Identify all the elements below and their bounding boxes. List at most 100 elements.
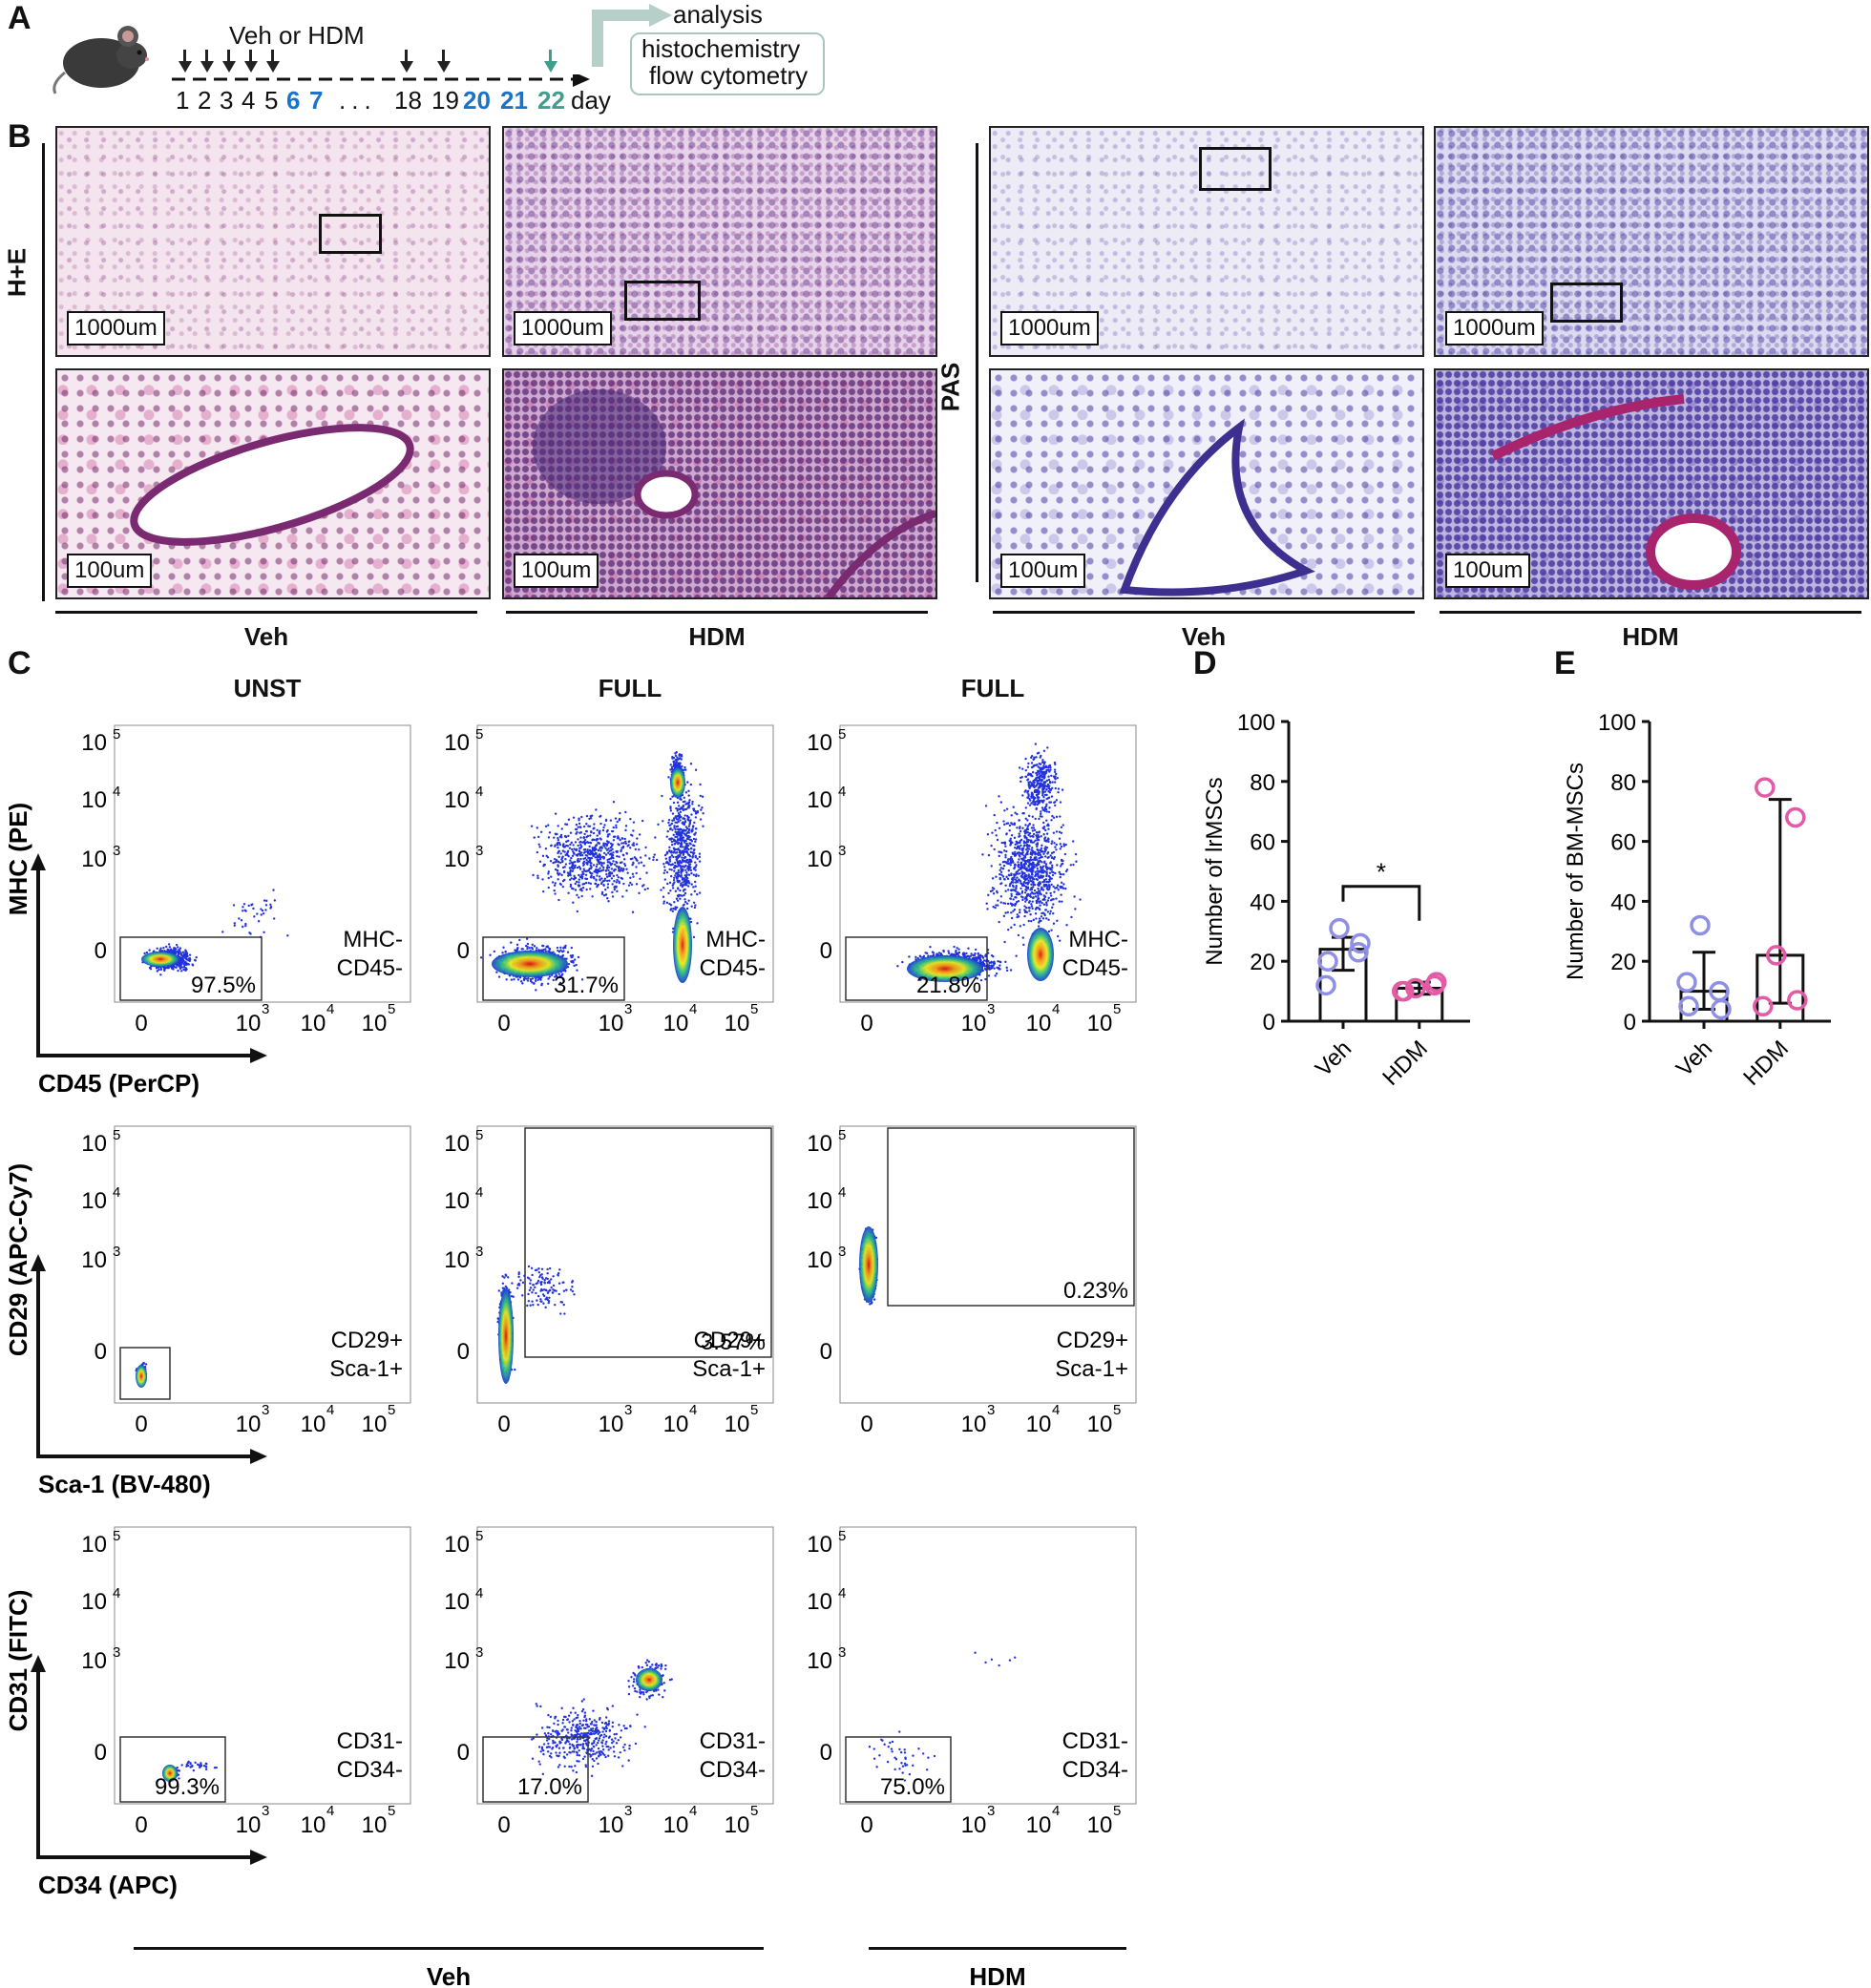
event-dot: [1046, 746, 1049, 749]
event-dot: [1030, 919, 1033, 923]
event-dot: [683, 859, 685, 862]
event-dot: [667, 776, 670, 779]
event-dot: [1040, 810, 1042, 813]
event-dot: [683, 807, 685, 811]
event-dot: [686, 837, 689, 841]
event-dot: [670, 765, 674, 768]
event-dot: [620, 847, 623, 849]
event-dot: [683, 891, 687, 895]
event-dot: [608, 872, 611, 875]
event-dot: [1004, 960, 1007, 964]
event-dot: [999, 872, 1001, 876]
event-dot: [676, 860, 680, 863]
event-dot: [691, 829, 694, 832]
event-dot: [534, 979, 537, 983]
event-dot: [632, 842, 635, 845]
event-dot: [686, 861, 690, 865]
event-dot: [1021, 767, 1024, 770]
event-dot: [1012, 910, 1015, 912]
event-dot: [1062, 887, 1065, 889]
event-dot: [1038, 769, 1041, 773]
veh-group-bar: [993, 611, 1415, 614]
event-dot: [527, 976, 530, 980]
event-dot: [1031, 847, 1034, 849]
event-dot: [1002, 849, 1006, 852]
y-tick-exponent: 5: [838, 726, 846, 743]
x-tick-label: 10: [1087, 1011, 1113, 1036]
event-dot: [676, 801, 680, 805]
event-dot: [672, 801, 676, 805]
event-dot: [1030, 853, 1034, 856]
event-dot: [612, 860, 615, 863]
event-dot: [1037, 894, 1040, 897]
event-dot: [1009, 897, 1013, 900]
event-dot: [986, 833, 990, 836]
event-dot: [599, 849, 602, 852]
event-dot: [685, 814, 689, 818]
event-dot: [615, 824, 618, 827]
event-dot: [675, 906, 679, 910]
event-dot: [690, 905, 693, 908]
event-dot: [1047, 896, 1050, 900]
event-dot: [609, 842, 613, 845]
event-dot: [1041, 911, 1045, 914]
event-dot: [608, 879, 611, 882]
event-dot: [569, 870, 572, 873]
event-dot: [540, 983, 543, 987]
event-dot: [662, 902, 665, 905]
event-dot: [614, 817, 618, 820]
event-dot: [1032, 824, 1035, 827]
event-dot: [1048, 871, 1052, 874]
event-dot: [1035, 776, 1038, 780]
event-dot: [1030, 903, 1033, 906]
event-dot: [1074, 852, 1078, 856]
event-dot: [537, 835, 540, 839]
event-dot: [165, 945, 168, 949]
event-dot: [1031, 841, 1034, 844]
event-dot: [1014, 863, 1017, 866]
event-dot: [952, 952, 956, 956]
event-dot: [969, 954, 973, 957]
event-dot: [1019, 829, 1022, 833]
event-dot: [620, 877, 624, 880]
event-dot: [541, 889, 545, 893]
event-dot: [601, 868, 605, 871]
he-veh-high-mag: 100um: [55, 368, 491, 599]
y-tick-label: 10: [444, 847, 470, 872]
event-dot: [678, 754, 681, 757]
event-dot: [999, 870, 1003, 874]
event-dot: [188, 957, 192, 960]
event-dot: [595, 808, 598, 811]
event-dot: [1000, 851, 1003, 854]
event-dot: [1008, 824, 1012, 827]
event-dot: [1013, 923, 1016, 927]
event-dot: [614, 835, 617, 838]
event-dot: [1026, 840, 1030, 844]
event-dot: [162, 946, 165, 950]
event-dot: [257, 920, 261, 923]
event-dot: [577, 826, 579, 828]
event-dot: [622, 842, 625, 845]
event-dot: [1050, 883, 1053, 887]
event-dot: [1040, 834, 1042, 838]
event-dot: [497, 975, 501, 978]
event-dot: [993, 967, 996, 970]
event-dot: [999, 960, 1002, 964]
event-dot: [693, 821, 696, 825]
event-dot: [581, 870, 584, 873]
event-dot: [683, 856, 686, 859]
event-dot: [589, 834, 592, 837]
event-dot: [1064, 887, 1067, 890]
event-dot: [621, 869, 624, 872]
event-dot: [1041, 901, 1043, 905]
event-dot: [1024, 906, 1028, 910]
event-dot: [570, 841, 573, 845]
event-dot: [262, 911, 265, 915]
event-dot: [573, 874, 576, 878]
event-dot: [1005, 807, 1009, 810]
event-dot: [1020, 891, 1024, 894]
event-dot: [1079, 898, 1082, 901]
event-dot: [676, 756, 679, 759]
event-dot: [1030, 890, 1034, 894]
event-dot: [1038, 785, 1041, 788]
